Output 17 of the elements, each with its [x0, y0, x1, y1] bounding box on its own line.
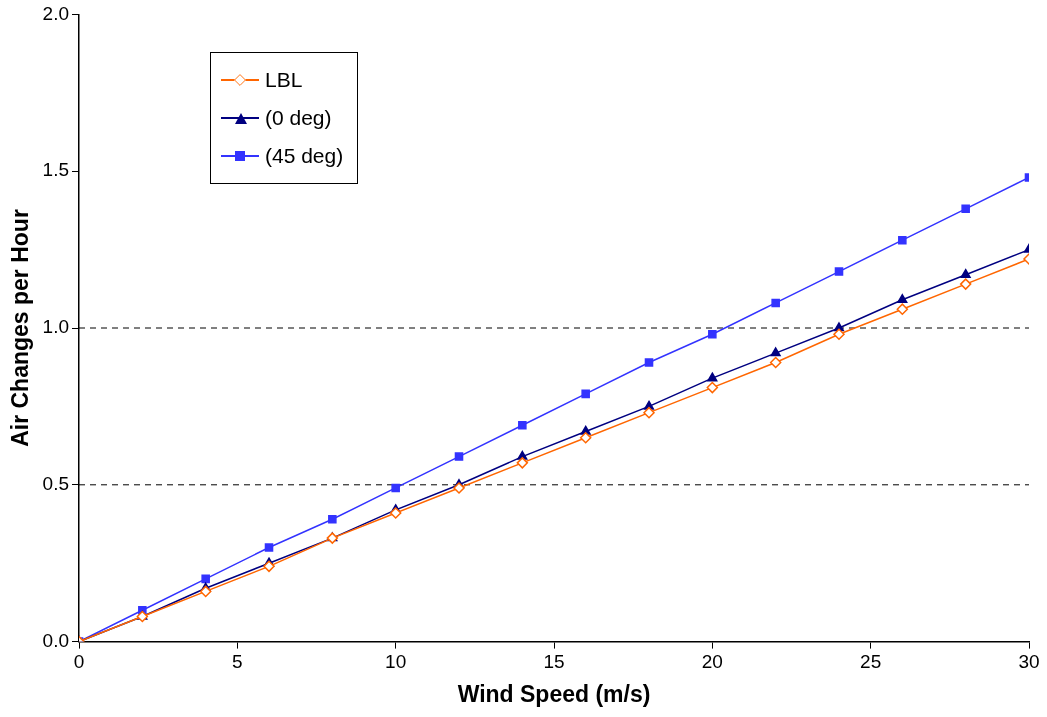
- legend-label: (45 deg): [265, 144, 344, 168]
- y-tick-label: 2.0: [42, 2, 70, 24]
- legend-label: LBL: [265, 68, 303, 92]
- legend-label: (0 deg): [265, 106, 332, 130]
- x-axis-title: Wind Speed (m/s): [457, 680, 651, 707]
- x-tick-label: 15: [543, 651, 565, 673]
- x-tick-label: 25: [860, 651, 882, 673]
- x-tick-label: 10: [385, 651, 407, 673]
- y-axis-title: Air Changes per Hour: [7, 209, 34, 447]
- y-tick-label: 1.5: [42, 159, 70, 181]
- x-tick-label: 0: [73, 651, 85, 673]
- x-tick-label: 5: [232, 651, 243, 673]
- x-tick-label: 20: [701, 651, 723, 673]
- y-tick-label: 0.0: [42, 629, 70, 651]
- x-tick-label: 30: [1018, 651, 1040, 673]
- y-tick-label: 1.0: [42, 316, 70, 338]
- y-tick-label: 0.5: [42, 473, 70, 495]
